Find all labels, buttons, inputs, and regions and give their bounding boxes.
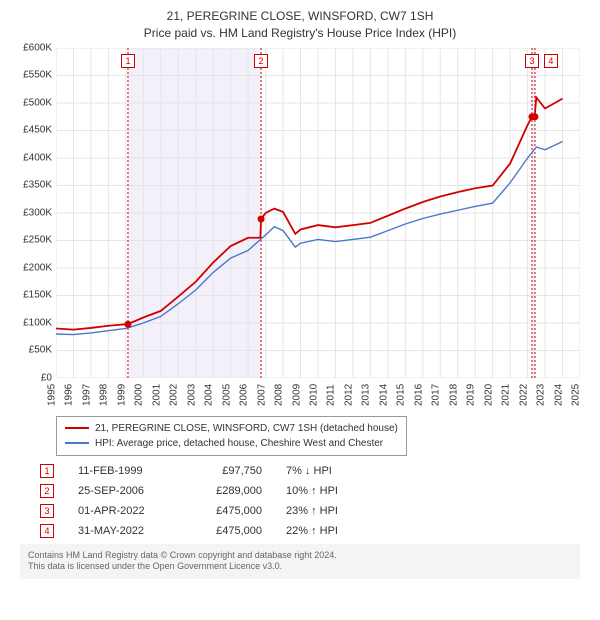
footer-attribution: Contains HM Land Registry data © Crown c… — [20, 544, 580, 579]
legend-item: HPI: Average price, detached house, Ches… — [65, 436, 398, 451]
transaction-price: £97,750 — [192, 465, 262, 477]
y-tick-label: £400K — [8, 152, 52, 163]
transaction-marker: 4 — [40, 524, 54, 538]
x-tick-label: 2005 — [221, 383, 232, 405]
plot-region — [56, 48, 580, 378]
y-tick-label: £200K — [8, 262, 52, 273]
legend-swatch — [65, 427, 89, 429]
chart-marker-3: 3 — [525, 54, 539, 68]
y-tick-label: £50K — [8, 345, 52, 356]
x-tick-label: 1999 — [116, 383, 127, 405]
y-tick-label: £600K — [8, 42, 52, 53]
y-tick-label: £500K — [8, 97, 52, 108]
x-tick-label: 2002 — [169, 383, 180, 405]
x-tick-label: 2019 — [466, 383, 477, 405]
transaction-marker: 1 — [40, 464, 54, 478]
chart-marker-2: 2 — [254, 54, 268, 68]
x-tick-label: 2000 — [134, 383, 145, 405]
x-tick-label: 2009 — [291, 383, 302, 405]
x-axis: 1995199619971998199920002001200220032004… — [56, 378, 580, 408]
y-tick-label: £550K — [8, 70, 52, 81]
x-tick-label: 2023 — [536, 383, 547, 405]
footer-line2: This data is licensed under the Open Gov… — [28, 561, 572, 573]
y-tick-label: £100K — [8, 317, 52, 328]
x-tick-label: 2008 — [274, 383, 285, 405]
x-tick-label: 2006 — [239, 383, 250, 405]
y-tick-label: £150K — [8, 290, 52, 301]
transaction-row: 2 25-SEP-2006 £289,000 10% ↑ HPI — [40, 484, 590, 498]
title-line2: Price paid vs. HM Land Registry's House … — [10, 25, 590, 42]
x-tick-label: 2003 — [186, 383, 197, 405]
x-tick-label: 2001 — [151, 383, 162, 405]
transaction-date: 11-FEB-1999 — [78, 465, 168, 477]
transaction-price: £475,000 — [192, 505, 262, 517]
transaction-pct: 23% ↑ HPI — [286, 505, 376, 517]
x-tick-label: 2013 — [361, 383, 372, 405]
x-tick-label: 1995 — [47, 383, 58, 405]
title-line1: 21, PEREGRINE CLOSE, WINSFORD, CW7 1SH — [10, 8, 590, 25]
x-tick-label: 2020 — [483, 383, 494, 405]
x-tick-label: 1996 — [64, 383, 75, 405]
transaction-date: 01-APR-2022 — [78, 505, 168, 517]
x-tick-label: 2007 — [256, 383, 267, 405]
chart-marker-4: 4 — [544, 54, 558, 68]
chart-area: £0£50K£100K£150K£200K£250K£300K£350K£400… — [56, 48, 580, 408]
x-tick-label: 2018 — [448, 383, 459, 405]
legend: 21, PEREGRINE CLOSE, WINSFORD, CW7 1SH (… — [56, 416, 407, 456]
y-tick-label: £0 — [8, 372, 52, 383]
x-tick-label: 2011 — [326, 384, 337, 406]
y-axis: £0£50K£100K£150K£200K£250K£300K£350K£400… — [10, 48, 54, 378]
footer-line1: Contains HM Land Registry data © Crown c… — [28, 550, 572, 562]
chart-marker-1: 1 — [121, 54, 135, 68]
y-tick-label: £450K — [8, 125, 52, 136]
x-tick-label: 2025 — [571, 383, 582, 405]
transaction-row: 3 01-APR-2022 £475,000 23% ↑ HPI — [40, 504, 590, 518]
transaction-row: 1 11-FEB-1999 £97,750 7% ↓ HPI — [40, 464, 590, 478]
x-tick-label: 2017 — [431, 383, 442, 405]
x-tick-label: 1997 — [81, 383, 92, 405]
x-tick-label: 1998 — [99, 383, 110, 405]
legend-label: 21, PEREGRINE CLOSE, WINSFORD, CW7 1SH (… — [95, 421, 398, 436]
x-tick-label: 2022 — [518, 383, 529, 405]
transaction-pct: 22% ↑ HPI — [286, 525, 376, 537]
legend-label: HPI: Average price, detached house, Ches… — [95, 436, 383, 451]
x-tick-label: 2012 — [343, 383, 354, 405]
x-tick-label: 2021 — [501, 383, 512, 405]
transaction-price: £475,000 — [192, 525, 262, 537]
chart-container: 21, PEREGRINE CLOSE, WINSFORD, CW7 1SH P… — [0, 0, 600, 620]
transaction-pct: 10% ↑ HPI — [286, 485, 376, 497]
transaction-date: 25-SEP-2006 — [78, 485, 168, 497]
x-tick-label: 2014 — [378, 383, 389, 405]
x-tick-label: 2016 — [413, 383, 424, 405]
x-tick-label: 2004 — [204, 383, 215, 405]
x-tick-label: 2010 — [309, 383, 320, 405]
y-tick-label: £350K — [8, 180, 52, 191]
transaction-row: 4 31-MAY-2022 £475,000 22% ↑ HPI — [40, 524, 590, 538]
legend-swatch — [65, 442, 89, 444]
transaction-date: 31-MAY-2022 — [78, 525, 168, 537]
x-tick-label: 2015 — [396, 383, 407, 405]
legend-item: 21, PEREGRINE CLOSE, WINSFORD, CW7 1SH (… — [65, 421, 398, 436]
transaction-marker: 2 — [40, 484, 54, 498]
y-tick-label: £300K — [8, 207, 52, 218]
plot-svg — [56, 48, 580, 378]
transaction-marker: 3 — [40, 504, 54, 518]
transaction-pct: 7% ↓ HPI — [286, 465, 376, 477]
y-tick-label: £250K — [8, 235, 52, 246]
transaction-price: £289,000 — [192, 485, 262, 497]
x-tick-label: 2024 — [553, 383, 564, 405]
transaction-table: 1 11-FEB-1999 £97,750 7% ↓ HPI 2 25-SEP-2006 £… — [40, 464, 590, 538]
title-block: 21, PEREGRINE CLOSE, WINSFORD, CW7 1SH P… — [10, 8, 590, 42]
